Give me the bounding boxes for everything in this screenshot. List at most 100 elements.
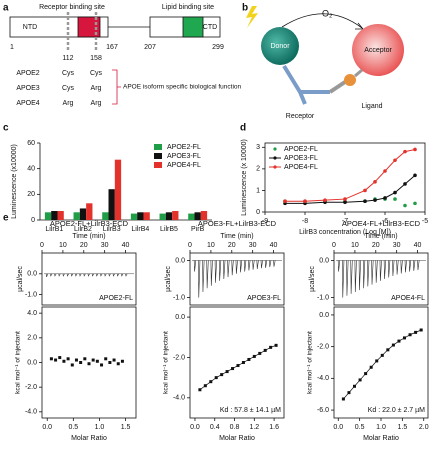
y-tick-label: -4.0: [317, 375, 329, 382]
injection-peak: [116, 273, 120, 277]
injection-peak: [206, 260, 209, 289]
linker: [354, 68, 363, 78]
isoform-table: APOE2 Cys Cys APOE3 Cys Arg APOE4 Arg Arg: [16, 70, 102, 107]
note: APOE isoform specific biological functio…: [123, 84, 242, 91]
x-tick-label: 0: [188, 242, 192, 249]
receptor-site: [77, 16, 101, 38]
x-tick-label: 1.0: [95, 424, 105, 431]
y-axis-label: Luminescence (x 10000): [241, 139, 248, 216]
x-tick-label: 0: [40, 242, 44, 249]
point: [66, 357, 70, 361]
y-tick-label: 2: [256, 166, 260, 173]
point: [74, 358, 78, 362]
bar: [130, 213, 138, 220]
bar: [165, 212, 173, 220]
point: [403, 149, 407, 154]
point: [203, 384, 207, 388]
injection-peak: [235, 260, 238, 274]
x-axis-label: Time (min): [364, 233, 397, 240]
point: [247, 357, 251, 361]
point: [231, 367, 235, 371]
panel-label: a: [3, 3, 9, 14]
point: [70, 363, 74, 367]
legend-entry: APOE4-FL: [284, 164, 318, 171]
series-line: [285, 174, 416, 204]
bar: [114, 159, 122, 220]
point: [369, 365, 373, 369]
y-tick-label: -1.0: [25, 291, 37, 298]
ligand-shape: [344, 74, 356, 86]
x-tick-label: -9: [262, 218, 268, 225]
point: [393, 158, 397, 163]
point: [225, 370, 229, 374]
y-tick-label: 20: [27, 191, 35, 198]
x-axis-label: Molar Ratio: [219, 435, 255, 442]
point: [303, 199, 307, 204]
panel-title: APOE4-FL+LilrB3-ECD: [342, 219, 421, 228]
legend-entry: APOE3-FL: [167, 153, 201, 160]
y-tick-label: 0.0: [319, 257, 329, 264]
point: [397, 339, 401, 343]
injection-peak: [248, 260, 251, 271]
x-tick-label: 1.6: [269, 424, 279, 431]
bar: [194, 212, 201, 220]
legend-marker: [273, 147, 277, 151]
panel-label: d: [240, 123, 246, 134]
series-line: [285, 148, 416, 202]
table-cell: Arg: [91, 85, 102, 92]
legend-swatch: [154, 153, 162, 159]
point: [383, 169, 387, 173]
position: 167: [106, 44, 118, 51]
x-tick-label: 0.4: [210, 424, 220, 431]
injection-peak: [400, 260, 403, 274]
x-tick-label: PirB: [191, 226, 205, 233]
point: [252, 354, 256, 358]
injection-peak: [396, 260, 399, 275]
position: 112: [62, 55, 73, 62]
injection-peak: [404, 260, 407, 273]
y-tick-label: 2.0: [27, 335, 37, 342]
y-tick-label: -6.0: [317, 407, 329, 414]
point: [373, 180, 377, 184]
injection-peak: [388, 260, 391, 278]
injection-peak: [45, 273, 49, 278]
x-tick-label: 30: [393, 242, 401, 249]
injection-peak: [342, 260, 345, 298]
y-tick-label: -1.0: [317, 294, 329, 301]
y-tick-label: 0.0: [27, 271, 37, 278]
injection-peak: [350, 260, 353, 294]
point: [393, 190, 397, 195]
injection-peak: [337, 260, 341, 272]
label: CTD: [203, 24, 217, 31]
point: [373, 198, 377, 202]
point: [363, 188, 367, 193]
panel-b: b O₂ Donor Acceptor Receptor Ligand: [242, 3, 404, 120]
frame: [333, 252, 429, 306]
y-tick-label: -4.0: [25, 409, 37, 416]
injection-peak: [87, 273, 90, 277]
frame: [189, 252, 285, 306]
table-cell: APOE2: [16, 70, 39, 77]
injection-peak: [408, 260, 412, 272]
table-cell: APOE4: [16, 100, 39, 107]
x-tick-label: 30: [249, 242, 257, 249]
injection-peak: [96, 273, 99, 277]
point: [120, 359, 124, 363]
x-tick-label: 0.0: [333, 424, 343, 431]
x-tick-label: 30: [101, 242, 109, 249]
label: Donor: [270, 43, 290, 50]
series-label: APOE3-FL: [247, 295, 281, 302]
injection-peak: [121, 273, 124, 277]
panel-label: b: [242, 3, 248, 14]
injection-peak: [273, 260, 276, 267]
point: [95, 359, 99, 363]
x-tick-label: 20: [80, 242, 88, 249]
bracket: [112, 69, 121, 105]
panel-label: e: [3, 213, 9, 224]
point: [413, 201, 417, 206]
injection-peak: [83, 273, 86, 277]
x-tick-label: 1.5: [397, 424, 407, 431]
y-tick-label: -2.0: [173, 354, 185, 361]
legend-entry: APOE3-FL: [284, 155, 318, 162]
